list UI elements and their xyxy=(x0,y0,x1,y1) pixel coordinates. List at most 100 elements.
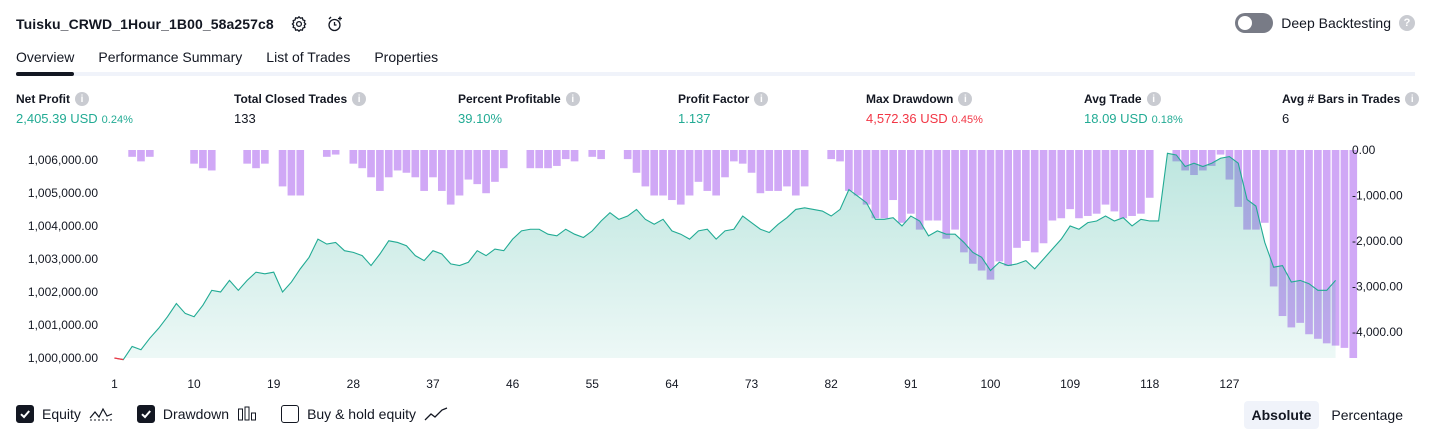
info-icon[interactable]: i xyxy=(75,92,89,106)
metric-percent: 0.24% xyxy=(101,114,133,126)
drawdown-bar xyxy=(588,150,597,157)
equity-drawdown-chart[interactable]: 1,006,000.00 1,005,000.00 1,004,000.00 1,00… xyxy=(0,140,1431,398)
equity-line xyxy=(114,152,1336,361)
x-axis-tick-label: 1 xyxy=(111,377,118,391)
percentage-button[interactable]: Percentage xyxy=(1331,407,1403,423)
equity-line-icon xyxy=(89,406,113,422)
drawdown-bar xyxy=(1331,150,1340,346)
drawdown-bar xyxy=(685,150,694,196)
equity-checkbox[interactable] xyxy=(16,405,34,423)
drawdown-bar xyxy=(880,150,889,219)
buy-hold-checkbox[interactable] xyxy=(281,405,300,423)
drawdown-bar xyxy=(570,150,579,162)
chart-svg[interactable]: 1,006,000.00 1,005,000.00 1,004,000.00 1,00… xyxy=(0,140,1431,398)
info-icon[interactable]: i xyxy=(352,92,367,106)
x-axis-tick-label: 10 xyxy=(187,377,201,391)
drawdown-bar xyxy=(128,150,136,157)
drawdown-checkbox[interactable] xyxy=(136,405,155,423)
drawdown-bar xyxy=(907,150,915,214)
add-alert-icon[interactable] xyxy=(324,13,346,35)
drawdown-bar xyxy=(278,150,287,187)
drawdown-bar xyxy=(1057,150,1066,219)
drawdown-bar xyxy=(1119,150,1128,219)
drawdown-bar xyxy=(845,150,853,191)
x-axis-tick-label: 28 xyxy=(347,377,361,391)
x-axis-tick-label: 118 xyxy=(1140,377,1159,391)
left-axis-tick-label: 1,003,000.00 xyxy=(28,252,98,266)
info-icon[interactable]: i xyxy=(958,92,973,106)
help-icon[interactable]: ? xyxy=(1399,15,1415,31)
drawdown-bar xyxy=(367,150,375,178)
x-axis-tick-label: 19 xyxy=(267,377,281,391)
drawdown-bar xyxy=(1199,150,1207,171)
drawdown-bar xyxy=(659,150,667,196)
legend-drawdown[interactable]: Drawdown xyxy=(136,405,257,423)
drawdown-bar xyxy=(526,150,535,169)
drawdown-bar xyxy=(561,150,570,160)
left-axis-tick-label: 1,002,000.00 xyxy=(28,285,98,299)
drawdown-bar xyxy=(1340,150,1349,348)
right-axis-tick-label: -4,000.00 xyxy=(1352,325,1403,339)
drawdown-bar xyxy=(827,150,836,160)
drawdown-bar xyxy=(862,150,871,205)
settings-icon[interactable] xyxy=(288,13,310,35)
drawdown-bar xyxy=(455,150,464,196)
metric-label: Total Closed Trades xyxy=(234,92,348,106)
drawdown-bar xyxy=(1252,150,1260,230)
drawdown-bar xyxy=(738,150,747,164)
left-axis: 1,006,000.00 1,005,000.00 1,004,000.00 1,00… xyxy=(28,153,98,365)
info-icon[interactable]: i xyxy=(754,92,769,106)
drawdown-bar xyxy=(765,150,774,191)
drawdown-bar xyxy=(1181,150,1189,171)
drawdown-bar xyxy=(464,150,473,180)
drawdown-bar xyxy=(783,150,791,187)
deep-backtesting-toggle[interactable] xyxy=(1235,13,1274,33)
tab-performance-summary[interactable]: Performance Summary xyxy=(98,49,243,65)
info-icon[interactable]: i xyxy=(565,92,580,106)
drawdown-bar xyxy=(446,150,455,205)
drawdown-bar xyxy=(411,150,420,178)
drawdown-bar xyxy=(942,150,951,239)
right-axis-tick-label: 0.00 xyxy=(1352,143,1376,157)
drawdown-bar xyxy=(322,150,331,157)
drawdown-bar xyxy=(1296,150,1305,323)
drawdown-bar xyxy=(1066,150,1074,210)
drawdown-bar xyxy=(473,150,482,185)
metric-value: 2,405.39 USD xyxy=(16,111,98,126)
drawdown-bar xyxy=(632,150,641,173)
equity-negative-segment xyxy=(114,357,124,361)
trend-line-icon xyxy=(424,406,448,422)
drawdown-bar xyxy=(977,150,986,271)
drawdown-bar xyxy=(960,150,968,253)
drawdown-bar xyxy=(1145,150,1154,198)
drawdown-bar xyxy=(491,150,499,182)
metric-value: 6 xyxy=(1282,111,1290,126)
absolute-button[interactable]: Absolute xyxy=(1243,401,1320,429)
strategy-header: Tuisku_CRWD_1Hour_1B00_58a257c8 xyxy=(16,12,346,36)
drawdown-bar xyxy=(429,150,437,178)
metric-value: 39.10% xyxy=(458,111,503,126)
x-axis-tick-label: 82 xyxy=(825,377,839,391)
deep-backtesting-control: Deep Backtesting ? xyxy=(1235,13,1415,33)
drawdown-bar xyxy=(712,150,720,196)
left-axis-tick-label: 1,000,000.00 xyxy=(28,351,98,365)
drawdown-bar xyxy=(1243,150,1251,230)
tab-overview[interactable]: Overview xyxy=(16,44,75,76)
metric-net-profit: Net Profit i 2,405.39 USD 0.24% xyxy=(16,92,133,126)
drawdown-bar xyxy=(853,150,862,196)
tab-properties[interactable]: Properties xyxy=(374,49,439,65)
metric-percent: 0.45% xyxy=(951,114,983,126)
drawdown-bar xyxy=(995,150,1004,262)
drawdown-bar xyxy=(915,150,924,230)
info-icon[interactable]: i xyxy=(1405,92,1420,106)
metric-label: Net Profit xyxy=(16,92,70,106)
drawdown-bar xyxy=(871,150,880,219)
metric-label: Percent Profitable xyxy=(458,92,561,106)
legend-equity[interactable]: Equity xyxy=(16,405,113,423)
drawdown-bar xyxy=(1110,150,1119,212)
metric-value: 4,572.36 USD xyxy=(866,111,948,126)
drawdown-bar xyxy=(1013,150,1021,248)
legend-buy-hold[interactable]: Buy & hold equity xyxy=(281,405,448,423)
info-icon[interactable]: i xyxy=(1146,92,1161,106)
tab-list-of-trades[interactable]: List of Trades xyxy=(266,49,351,65)
